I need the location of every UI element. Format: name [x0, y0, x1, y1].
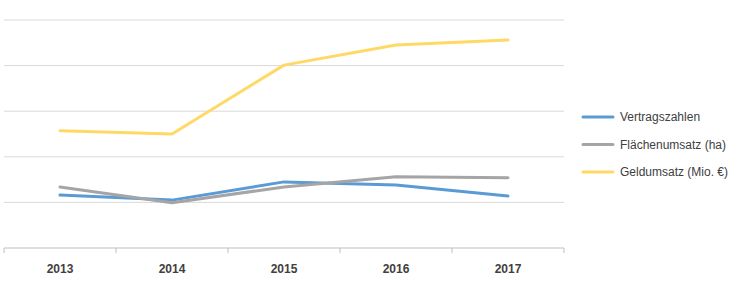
- legend-label: Flächenumsatz (ha): [620, 138, 726, 152]
- legend-label: Vertragszahlen: [620, 110, 700, 124]
- x-tick-mark: [452, 248, 453, 253]
- chart: 2013 2014 2015 2016 2017 Vertragszahlen Fläche…: [0, 0, 742, 288]
- legend-swatch: [583, 116, 613, 119]
- grid-line: [4, 156, 564, 157]
- series-line: [60, 40, 508, 134]
- x-tick-mark: [564, 248, 565, 253]
- grid-line: [4, 202, 564, 203]
- legend-label: Geldumsatz (Mio. €): [620, 165, 728, 179]
- x-tick-label: 2014: [159, 262, 186, 276]
- x-tick-mark: [116, 248, 117, 253]
- grid-line: [4, 20, 564, 21]
- x-tick-label: 2016: [383, 262, 410, 276]
- x-tick-mark: [340, 248, 341, 253]
- x-tick-label: 2017: [495, 262, 522, 276]
- plot-lines: [60, 40, 508, 203]
- x-axis-line: [4, 248, 564, 249]
- legend-swatch: [583, 171, 613, 174]
- x-tick-label: 2015: [271, 262, 298, 276]
- legend-swatch: [583, 143, 613, 146]
- grid-line: [4, 111, 564, 112]
- x-tick-mark: [4, 248, 5, 253]
- series-line: [60, 177, 508, 203]
- x-tick-label: 2013: [47, 262, 74, 276]
- x-tick-mark: [228, 248, 229, 253]
